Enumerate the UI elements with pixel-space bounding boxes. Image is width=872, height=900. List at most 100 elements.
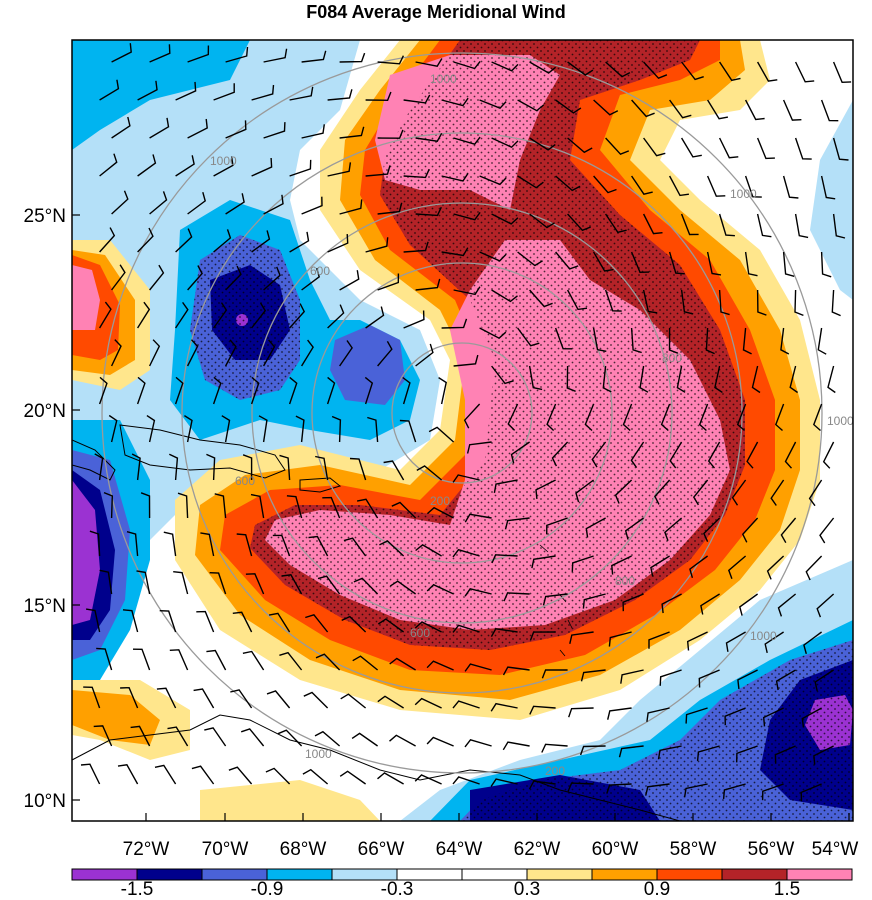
wind-barb bbox=[111, 116, 131, 139]
wind-barb bbox=[555, 175, 581, 192]
wind-barb bbox=[339, 126, 365, 139]
wind-barb bbox=[187, 192, 207, 215]
wind-barb bbox=[604, 289, 622, 312]
wind-barb bbox=[327, 89, 353, 101]
wind-barb bbox=[214, 493, 227, 519]
plot-title: F084 Average Meridional Wind bbox=[306, 2, 566, 22]
wind-barb bbox=[528, 365, 543, 391]
wind-barb bbox=[602, 365, 612, 393]
wind-barb bbox=[593, 175, 617, 194]
wind-barb bbox=[262, 339, 276, 367]
lat-label: 20°N bbox=[24, 401, 66, 422]
wind-barb bbox=[349, 457, 367, 481]
wind-barb bbox=[301, 196, 323, 215]
wind-barb bbox=[575, 479, 595, 503]
wind-barb bbox=[136, 570, 151, 595]
ring-label: 1000 bbox=[730, 187, 757, 201]
significance-stipple-negative-center bbox=[190, 235, 300, 400]
wind-barb bbox=[555, 251, 579, 270]
wind-barbs bbox=[80, 43, 852, 802]
wind-barb bbox=[268, 612, 291, 633]
wind-barb bbox=[490, 702, 518, 712]
wind-barb bbox=[567, 782, 594, 792]
wind-barb bbox=[111, 43, 132, 63]
wind-barb bbox=[692, 479, 709, 506]
wind-barb bbox=[191, 765, 215, 785]
wind-barb bbox=[399, 419, 417, 443]
wind-barb bbox=[504, 517, 530, 530]
wind-barb bbox=[794, 61, 815, 83]
wind-barb bbox=[777, 593, 797, 617]
negative-wind-region-w-purple bbox=[72, 480, 100, 625]
wind-barb bbox=[377, 129, 404, 139]
wind-barb bbox=[314, 730, 341, 747]
wind-barb bbox=[367, 416, 379, 443]
wind-barb bbox=[196, 610, 215, 633]
wind-barb bbox=[620, 669, 644, 684]
wind-barb bbox=[174, 376, 184, 405]
lon-label: 62°W bbox=[514, 839, 561, 860]
wind-barb bbox=[463, 403, 481, 429]
wind-barb bbox=[438, 377, 447, 405]
lon-label: 60°W bbox=[592, 839, 639, 860]
coastline-hispaniola bbox=[119, 424, 286, 479]
wind-barb bbox=[466, 441, 492, 454]
wind-barb bbox=[529, 61, 557, 74]
wind-barb bbox=[529, 289, 553, 308]
wind-barb bbox=[415, 58, 443, 67]
wind-barb bbox=[650, 555, 670, 577]
wind-barb bbox=[770, 479, 785, 506]
wind-barb bbox=[664, 517, 683, 542]
wind-barb bbox=[414, 621, 442, 633]
wind-barb bbox=[110, 339, 122, 367]
wind-barb bbox=[618, 745, 644, 758]
wind-barb bbox=[377, 340, 393, 367]
wind-barb bbox=[784, 441, 797, 469]
wind-barb bbox=[479, 99, 507, 110]
wind-barb bbox=[814, 669, 834, 692]
negative-wind-region-ne bbox=[810, 100, 853, 300]
wind-barb bbox=[718, 289, 730, 316]
wind-barb bbox=[718, 213, 735, 237]
axis-ticks bbox=[72, 214, 850, 821]
wind-barb bbox=[529, 213, 555, 229]
wind-barb bbox=[96, 647, 113, 671]
wind-barb bbox=[206, 453, 216, 481]
wind-barb bbox=[566, 365, 576, 392]
lat-label: 10°N bbox=[24, 791, 66, 812]
wind-barb bbox=[353, 577, 379, 595]
wind-barb bbox=[389, 734, 416, 747]
lon-label: 72°W bbox=[123, 839, 170, 860]
wind-barb bbox=[566, 289, 588, 311]
wind-barb bbox=[813, 745, 834, 765]
wind-barb bbox=[832, 137, 849, 161]
wind-barb bbox=[167, 726, 189, 747]
wind-barb bbox=[453, 286, 481, 296]
wind-barb bbox=[659, 669, 682, 686]
coastline-puerto-rico bbox=[299, 477, 342, 493]
wind-barb bbox=[782, 251, 795, 277]
wind-barb bbox=[782, 99, 802, 121]
wind-barb bbox=[551, 441, 569, 467]
wind-barb bbox=[89, 530, 101, 557]
ring-label: 600 bbox=[310, 264, 330, 278]
wind-barb bbox=[479, 251, 507, 262]
wind-barb bbox=[177, 492, 189, 519]
wind-barb bbox=[746, 441, 759, 469]
wind-barb bbox=[187, 118, 208, 139]
wind-barb bbox=[117, 764, 139, 785]
wind-barb bbox=[756, 61, 778, 82]
wind-barb bbox=[800, 783, 822, 802]
wind-barb bbox=[377, 202, 403, 215]
wind-barb bbox=[646, 707, 670, 722]
wind-barb bbox=[782, 175, 799, 199]
wind-barb bbox=[479, 175, 507, 186]
wind-barb bbox=[99, 79, 120, 101]
wind-barb bbox=[528, 780, 556, 790]
wind-barb bbox=[303, 691, 329, 709]
longitude-labels: 72°W 70°W 68°W 66°W 64°W 62°W 60°W 58°W … bbox=[123, 839, 859, 860]
wind-barb bbox=[517, 327, 540, 347]
wind-barb bbox=[464, 663, 492, 672]
wind-barb bbox=[301, 339, 314, 367]
coastline-south-america bbox=[72, 714, 681, 821]
